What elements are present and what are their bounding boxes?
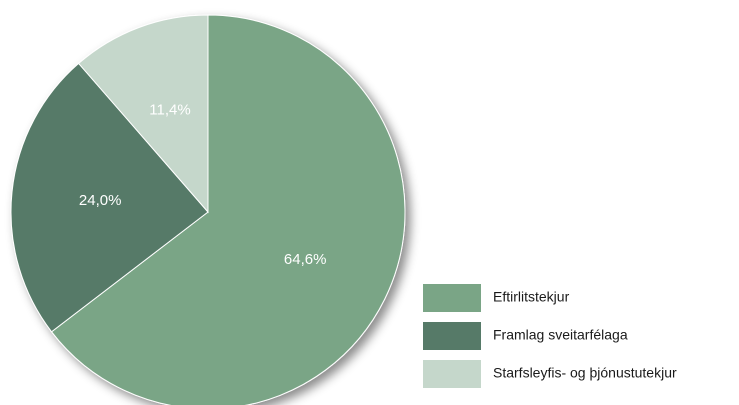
pie-slice [10, 62, 209, 333]
legend-swatch [423, 322, 481, 350]
pie-slice [50, 14, 406, 405]
legend-label: Framlag sveitarfélaga [493, 327, 628, 343]
pie-slices [10, 14, 406, 405]
legend-label: Eftirlitstekjur [493, 289, 570, 305]
slice-label: 24,0% [79, 192, 122, 209]
slice-labels: 64,6% 24,0% 11,4% [79, 101, 327, 268]
slice-label: 64,6% [284, 251, 327, 268]
legend-swatch [423, 360, 481, 388]
legend-swatch [423, 284, 481, 312]
slice-label: 11,4% [149, 101, 190, 118]
legend-label: Starfsleyfis- og þjónustutekjur [493, 365, 677, 381]
legend: Eftirlitstekjur Framlag sveitarfélaga Star… [423, 284, 677, 388]
pie-slice [77, 14, 209, 214]
